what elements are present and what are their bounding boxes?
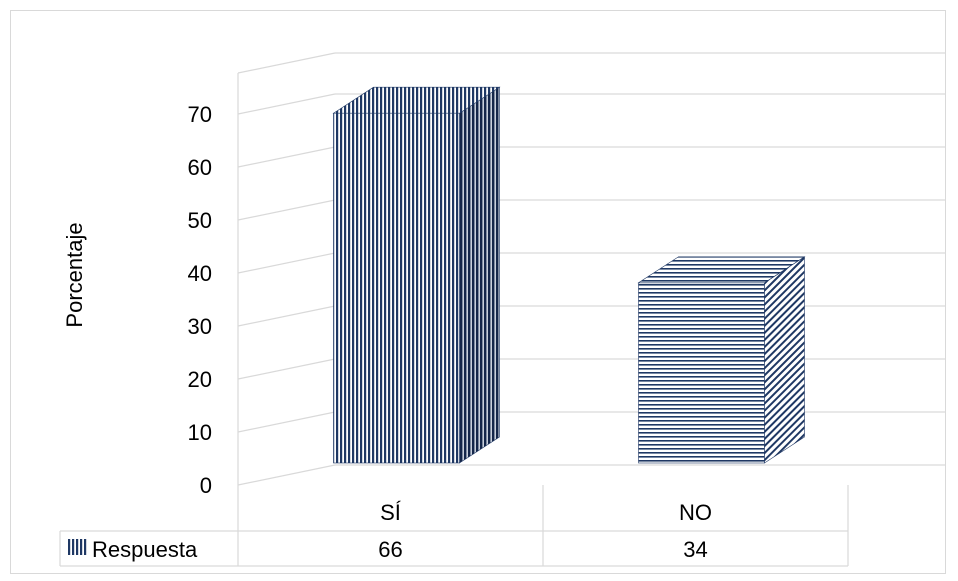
bar-side [459, 86, 500, 464]
gridline-side [237, 93, 336, 115]
y-tick-label: 10 [188, 420, 212, 445]
gridline-side [237, 305, 336, 327]
data-label: 34 [683, 537, 707, 562]
bars [332, 86, 806, 464]
chart-frame [10, 10, 946, 574]
y-tick-label: 70 [188, 102, 212, 127]
y-tick-label: 40 [188, 261, 212, 286]
bar-NO [637, 256, 806, 464]
gridline-side [237, 52, 336, 74]
y-tick-label: 30 [188, 314, 212, 339]
bar-front [638, 282, 765, 464]
y-tick-label: 20 [188, 367, 212, 392]
y-tick-label: 0 [200, 473, 212, 498]
bar-top [637, 256, 806, 284]
data-label: 66 [378, 537, 402, 562]
data-table: SÍ 66 NO 34 Respuesta [59, 485, 849, 567]
bar-top [332, 86, 501, 114]
x-tick-label: SÍ [380, 500, 402, 525]
bar-side [764, 256, 805, 464]
legend-key [68, 539, 88, 555]
legend-label: Respuesta [92, 537, 198, 562]
bar-front [333, 112, 460, 464]
y-axis-label: Porcentaje [62, 222, 87, 327]
gridline-side [237, 464, 336, 486]
gridline-side [237, 358, 336, 380]
y-tick-label: 60 [188, 155, 212, 180]
gridline-side [237, 252, 336, 274]
bar-SÍ [332, 86, 501, 464]
x-tick-label: NO [679, 500, 712, 525]
gridline-side [237, 199, 336, 221]
y-tick-label: 50 [188, 208, 212, 233]
gridline-side [237, 411, 336, 433]
gridline-side [237, 146, 336, 168]
y-axis-tick-labels: 0 10 20 30 40 50 60 70 [188, 102, 212, 498]
